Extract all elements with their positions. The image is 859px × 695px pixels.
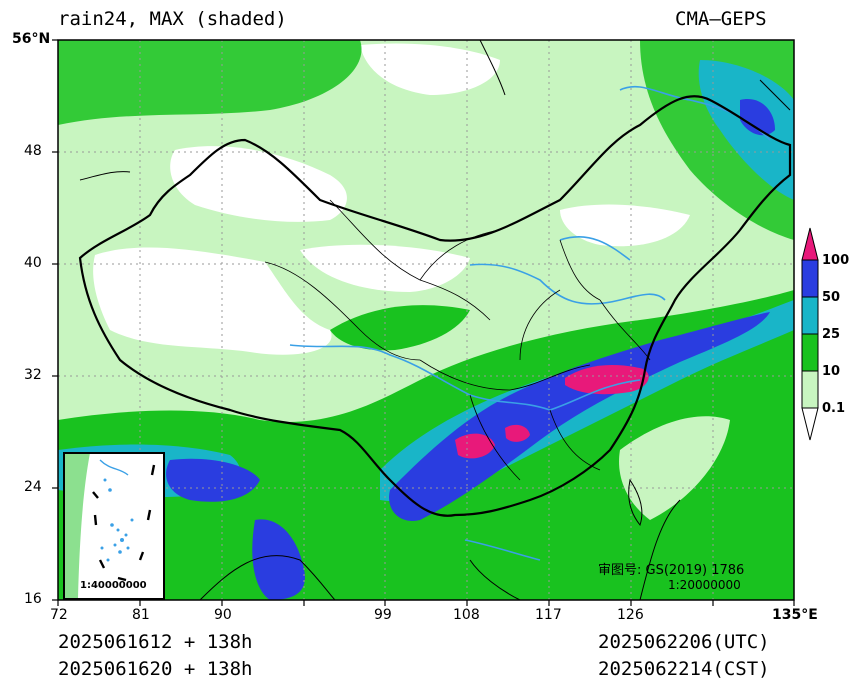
dry-area-tibet <box>93 247 332 355</box>
x-tick-label: 99 <box>374 607 392 623</box>
y-tick-label: 16 <box>24 591 42 607</box>
tick-marks <box>52 39 795 606</box>
light-area-taiwan-strait <box>619 416 730 520</box>
rain-blob-blue-ne <box>740 99 775 136</box>
colorbar-segment-01 <box>801 370 819 409</box>
colorbar-label: 50 <box>822 290 841 305</box>
china-border <box>78 95 792 517</box>
dry-area-xinjiang <box>170 146 347 222</box>
dry-area-north <box>560 204 690 247</box>
main-scale: 1:20000000 <box>668 578 741 592</box>
y-tick-label: 24 <box>24 479 42 495</box>
x-tick-label: 117 <box>535 607 562 623</box>
x-tick-label: 108 <box>453 607 480 623</box>
y-tick-label: 56°N <box>12 31 51 47</box>
province-borders <box>264 199 651 481</box>
rain-blob-blue-burma <box>252 519 306 600</box>
inset-map <box>63 452 165 600</box>
init-time-utc: 2025061612 + 138h <box>58 631 253 653</box>
valid-time-cst: 2025062214(CST) <box>598 658 770 680</box>
rain-core-magenta-east <box>565 365 649 395</box>
x-tick-label: 72 <box>50 607 68 623</box>
valid-time-utc: 2025062206(UTC) <box>598 631 770 653</box>
colorbar-label: 100 <box>822 253 850 268</box>
colorbar-segment-10 <box>801 333 819 372</box>
coastlines <box>79 40 791 600</box>
rivers <box>289 85 771 561</box>
x-tick-label: 126 <box>617 607 644 623</box>
colorbar-segment-25 <box>801 296 819 335</box>
rain-core-magenta-mid <box>505 424 530 442</box>
colorbar <box>801 227 819 441</box>
inset-frame <box>63 452 165 600</box>
colorbar-label: 0.1 <box>822 401 846 416</box>
rain-swath-cyan-ne <box>698 60 794 200</box>
y-tick-label: 32 <box>24 367 42 383</box>
y-tick-label: 48 <box>24 143 42 159</box>
rain-swath-sichuan <box>330 305 470 351</box>
colorbar-segment-100 <box>801 227 819 261</box>
rain-belt-blue <box>389 312 770 521</box>
x-tick-label: 81 <box>132 607 150 623</box>
inset-scale: 1:40000000 <box>80 580 147 591</box>
gridlines <box>58 40 794 600</box>
rain-blob-blue-west <box>166 458 260 502</box>
x-tick-label: 135°E <box>772 607 818 623</box>
data-source: CMA—GEPS <box>675 8 767 30</box>
inset-islands <box>100 478 134 562</box>
colorbar-segment-below <box>801 407 819 441</box>
map-approval-number: 审图号: GS(2019) 1786 <box>598 563 745 578</box>
colorbar-label: 10 <box>822 364 841 379</box>
colorbar-segment-50 <box>801 259 819 298</box>
map-frame <box>57 39 795 601</box>
y-tick-label: 40 <box>24 255 42 271</box>
init-time-cst: 2025061620 + 138h <box>58 658 253 680</box>
map-title: rain24, MAX (shaded) <box>58 8 287 30</box>
nine-dash-line <box>92 464 156 582</box>
rain-swath-north-west <box>58 40 362 125</box>
rain-core-magenta-west <box>455 433 495 459</box>
x-tick-label: 90 <box>214 607 232 623</box>
dry-area-mongolia <box>360 43 500 95</box>
colorbar-label: 25 <box>822 327 841 342</box>
